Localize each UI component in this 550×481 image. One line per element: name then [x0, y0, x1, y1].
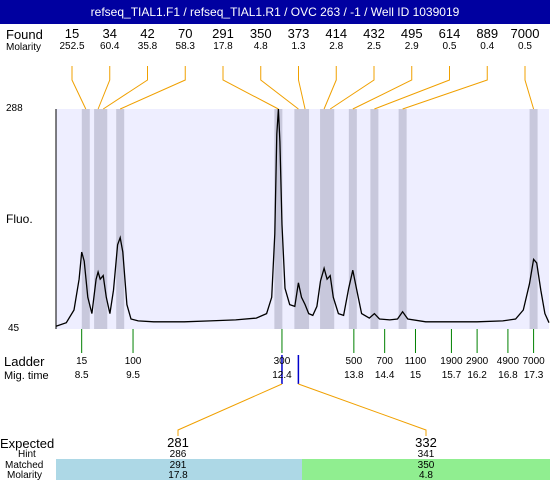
found-peak-molarity: 252.5: [59, 41, 85, 52]
found-peak-size: 42: [140, 26, 155, 41]
found-peak-band: [320, 109, 329, 329]
matched-molarity: 17.8: [168, 470, 188, 481]
matched-size: 291: [169, 460, 187, 471]
fluorescence-trace: [55, 108, 550, 327]
found-peak-leader: [71, 66, 87, 110]
found-peak-band: [301, 109, 310, 329]
ladder-mig-time: 13.8: [344, 370, 364, 381]
mig-time-heading: Mig. time: [4, 370, 49, 382]
ladder-size: 7000: [522, 356, 545, 367]
ladder-size: 500: [345, 356, 363, 367]
hint-size: 286: [169, 449, 187, 460]
found-peak-leader: [260, 66, 299, 110]
y-tick-bottom: 45: [8, 323, 20, 334]
ladder-mig-time: 15: [409, 370, 422, 381]
found-peak-molarity: 0.5: [442, 41, 457, 52]
matched-size: 350: [417, 460, 435, 471]
found-peak-size: 34: [102, 26, 117, 41]
match-leader: [177, 383, 283, 436]
found-peak-size: 432: [363, 26, 385, 41]
found-peak-band: [94, 109, 103, 329]
matched-bar-right: [302, 459, 550, 480]
found-peak-size: 889: [476, 26, 499, 41]
ladder-heading: Ladder: [4, 354, 45, 369]
found-peak-leader: [97, 66, 111, 110]
window-title: refseq_TIAL1.F1 / refseq_TIAL1.R1 / OVC …: [0, 0, 550, 24]
found-peak-leader: [524, 66, 535, 110]
molarity-bottom-heading: Molarity: [7, 470, 43, 481]
ladder-mig-time: 8.5: [74, 370, 89, 381]
found-peak-size: 7000: [510, 26, 540, 41]
matched-heading: Matched: [5, 460, 44, 471]
found-peak-band: [398, 109, 407, 329]
found-peak-band: [326, 109, 335, 329]
hint-size: 341: [417, 449, 435, 460]
found-peak-leader: [329, 66, 375, 110]
found-peak-size: 614: [438, 26, 461, 41]
found-peak-band: [274, 109, 283, 329]
ladder-size: 1100: [404, 356, 427, 367]
ladder-size: 15: [76, 356, 88, 367]
found-peak-molarity: 60.4: [100, 41, 120, 52]
ladder-mig-time: 17.3: [523, 370, 544, 381]
found-peak-leader: [352, 66, 413, 110]
ladder-mig-time: 14.4: [374, 370, 395, 381]
matched-bar-left: [56, 459, 302, 480]
ladder-size: 300: [273, 356, 291, 367]
found-peak-molarity: 2.5: [367, 41, 381, 52]
found-peak-size: 350: [249, 26, 272, 41]
matched-molarity: 4.8: [419, 470, 433, 481]
found-peak-band: [348, 109, 357, 329]
match-leader: [298, 383, 427, 436]
found-peak-leader: [298, 66, 306, 110]
found-peak-molarity: 58.3: [175, 41, 195, 52]
found-peak-band: [99, 109, 108, 329]
ladder-size: 700: [376, 356, 393, 367]
ladder-mig-time: 15.7: [441, 370, 462, 381]
found-heading: Found: [6, 27, 43, 42]
found-peak-molarity: 1.3: [291, 41, 306, 52]
found-peak-size: 495: [400, 26, 423, 41]
ladder-size: 2900: [465, 356, 489, 367]
found-peak-molarity: 17.8: [213, 41, 233, 52]
found-peak-leader: [222, 66, 279, 110]
ladder-size: 100: [124, 356, 142, 367]
found-peak-molarity: 0.4: [480, 41, 495, 52]
found-peak-band: [529, 109, 538, 329]
ladder-mig-time: 16.8: [498, 370, 518, 381]
ladder-size: 1900: [440, 356, 463, 367]
ladder-mig-time: 12.4: [272, 370, 292, 381]
found-peak-size: 70: [178, 26, 193, 41]
y-tick-top: 288: [6, 103, 23, 114]
found-peak-band: [294, 109, 303, 329]
found-peak-leader: [323, 66, 337, 110]
fluo-axis-label: Fluo.: [6, 212, 33, 226]
found-peak-molarity: 0.5: [518, 41, 532, 52]
found-peak-leader: [102, 66, 148, 110]
found-peak-molarity: 4.8: [253, 41, 268, 52]
expected-heading: Expected: [0, 436, 55, 451]
ladder-size: 4900: [496, 356, 520, 367]
found-peak-band: [81, 109, 90, 329]
found-peak-band: [116, 109, 125, 329]
hint-heading: Hint: [18, 449, 36, 460]
molarity-heading: Molarity: [6, 42, 42, 53]
found-peak-leader: [119, 66, 186, 110]
found-peak-size: 414: [325, 26, 348, 41]
found-peak-size: 15: [64, 26, 80, 41]
found-peak-molarity: 2.9: [404, 41, 419, 52]
found-peak-size: 373: [287, 26, 310, 41]
ladder-mig-time: 16.2: [467, 370, 487, 381]
found-peak-leader: [374, 66, 450, 110]
found-peak-size: 291: [212, 26, 234, 41]
found-peak-band: [370, 109, 379, 329]
ladder-mig-time: 9.5: [126, 370, 140, 381]
found-peak-molarity: 2.8: [329, 41, 344, 52]
found-peak-molarity: 35.8: [137, 41, 158, 52]
expected-size: 332: [415, 435, 437, 450]
expected-size: 281: [167, 435, 189, 450]
found-peak-leader: [402, 66, 488, 110]
